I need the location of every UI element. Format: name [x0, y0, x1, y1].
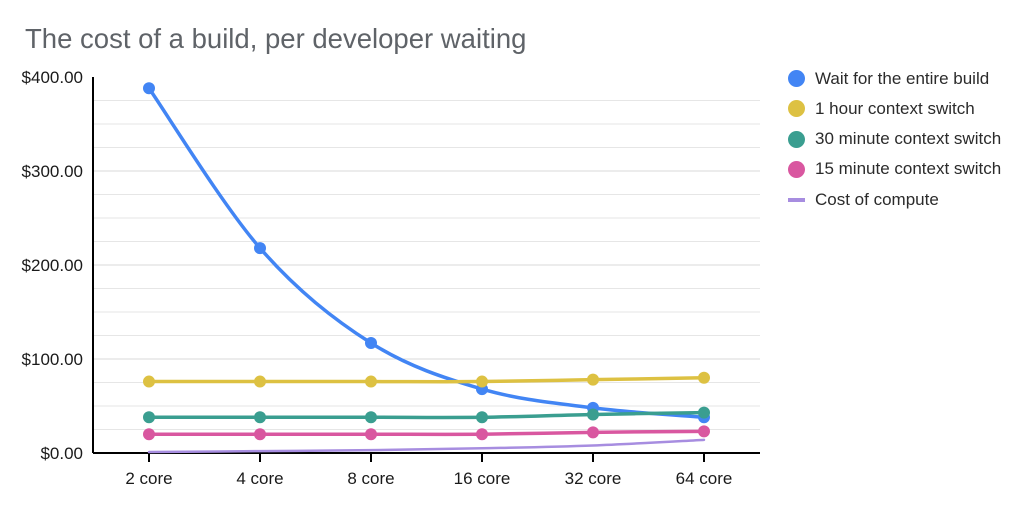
svg-text:$300.00: $300.00	[22, 162, 83, 181]
svg-text:$100.00: $100.00	[22, 350, 83, 369]
svg-text:$400.00: $400.00	[22, 68, 83, 87]
svg-text:32 core: 32 core	[565, 469, 622, 488]
svg-text:$0.00: $0.00	[40, 444, 83, 463]
svg-text:4 core: 4 core	[236, 469, 283, 488]
svg-text:2 core: 2 core	[125, 469, 172, 488]
svg-text:16 core: 16 core	[454, 469, 511, 488]
svg-text:8 core: 8 core	[347, 469, 394, 488]
svg-text:64 core: 64 core	[676, 469, 733, 488]
svg-text:$200.00: $200.00	[22, 256, 83, 275]
